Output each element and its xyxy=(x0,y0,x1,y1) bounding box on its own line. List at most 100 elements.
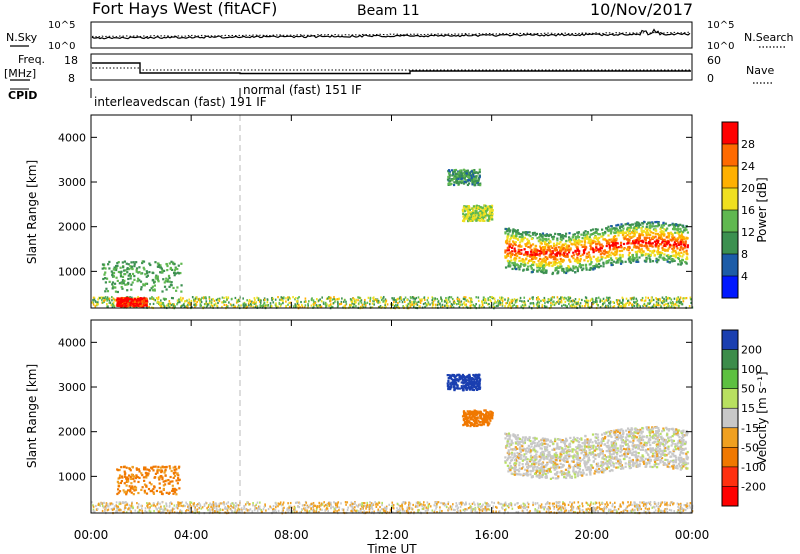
echo-cell xyxy=(303,306,306,309)
echo-cell xyxy=(587,251,591,254)
echo-cell xyxy=(644,239,647,242)
echo-cell xyxy=(176,286,179,289)
echo-cell xyxy=(431,302,434,305)
echo-cell xyxy=(210,503,213,506)
echo-cell xyxy=(648,226,651,229)
echo-cell xyxy=(453,302,455,305)
echo-cell xyxy=(156,278,160,282)
echo-cell xyxy=(600,247,603,250)
echo-cell xyxy=(465,216,468,219)
echo-cell xyxy=(108,280,111,283)
echo-cell xyxy=(369,501,371,504)
echo-cell xyxy=(668,234,671,237)
echo-cell xyxy=(526,262,530,265)
echo-cell xyxy=(516,254,519,258)
echo-cell xyxy=(626,230,629,233)
echo-cell xyxy=(469,301,472,304)
echo-cell xyxy=(319,305,322,308)
echo-cell xyxy=(572,251,575,254)
echo-cell xyxy=(551,252,554,255)
echo-cell xyxy=(162,510,165,513)
echo-cell xyxy=(513,247,516,250)
echo-cell xyxy=(624,305,627,308)
echo-cell xyxy=(108,260,111,264)
echo-cell xyxy=(467,300,470,303)
echo-cell xyxy=(455,502,458,505)
echo-cell xyxy=(117,506,120,510)
echo-cell xyxy=(587,507,589,510)
echo-cell xyxy=(440,296,442,299)
echo-cell xyxy=(480,218,483,221)
echo-cell xyxy=(165,298,167,301)
echo-cell xyxy=(598,236,601,239)
echo-cell xyxy=(507,233,510,236)
echo-cell xyxy=(549,233,552,236)
echo-cell xyxy=(471,213,474,216)
echo-cell xyxy=(423,501,425,504)
echo-cell xyxy=(510,259,513,262)
echo-cell xyxy=(467,179,470,182)
echo-cell xyxy=(540,252,543,255)
echo-cell xyxy=(205,302,208,306)
echo-cell xyxy=(137,503,140,506)
echo-cell xyxy=(666,297,669,300)
echo-cell xyxy=(626,222,630,225)
echo-cell xyxy=(162,508,165,511)
echo-cell xyxy=(309,504,311,507)
echo-cell xyxy=(614,245,618,248)
echo-cell xyxy=(513,257,516,260)
echo-cell xyxy=(315,508,318,511)
echo-cell xyxy=(411,303,413,307)
echo-cell xyxy=(610,263,613,267)
echo-cell xyxy=(238,510,240,513)
echo-cell xyxy=(536,237,539,240)
echo-cell xyxy=(342,508,345,511)
echo-cell xyxy=(568,249,571,252)
echo-cell xyxy=(585,510,588,513)
echo-cell xyxy=(648,229,652,232)
echo-cell xyxy=(168,262,171,265)
echo-cell xyxy=(131,296,133,299)
echo-cell xyxy=(545,305,548,308)
echo-cell xyxy=(586,232,590,235)
echo-cell xyxy=(351,502,354,506)
echo-cell xyxy=(334,506,337,509)
echo-cell xyxy=(193,303,195,306)
echo-cell xyxy=(497,501,500,504)
echo-cell xyxy=(448,174,451,177)
echo-cell xyxy=(350,298,353,301)
echo-cell xyxy=(633,233,637,236)
echo-cell xyxy=(334,508,337,511)
echo-cell xyxy=(174,272,178,275)
echo-cell xyxy=(634,240,638,244)
echo-cell xyxy=(548,254,551,257)
echo-cell xyxy=(255,304,257,307)
echo-cell xyxy=(471,183,474,186)
echo-cell xyxy=(212,501,215,504)
echo-cell xyxy=(580,243,583,247)
echo-cell xyxy=(463,177,466,180)
echo-cell xyxy=(197,507,200,510)
echo-cell xyxy=(133,265,136,268)
echo-cell xyxy=(538,510,541,513)
echo-cell xyxy=(393,300,395,304)
echo-cell xyxy=(295,305,297,308)
echo-cell xyxy=(668,508,671,512)
echo-cell xyxy=(654,232,657,235)
echo-cell xyxy=(291,506,293,509)
echo-cell xyxy=(660,226,663,229)
echo-cell xyxy=(120,300,123,303)
echo-cell xyxy=(103,297,106,300)
echo-cell xyxy=(551,502,554,505)
echo-cell xyxy=(272,298,274,301)
echo-cell xyxy=(559,257,562,260)
echo-cell xyxy=(245,303,247,306)
echo-cell xyxy=(205,305,208,308)
echo-cell xyxy=(635,226,638,230)
echo-cell xyxy=(381,306,384,309)
echo-cell xyxy=(151,289,155,292)
cpid-label: CPID xyxy=(8,89,37,102)
echo-cell xyxy=(299,305,301,309)
echo-cell xyxy=(206,304,209,307)
echo-cell xyxy=(577,235,581,239)
